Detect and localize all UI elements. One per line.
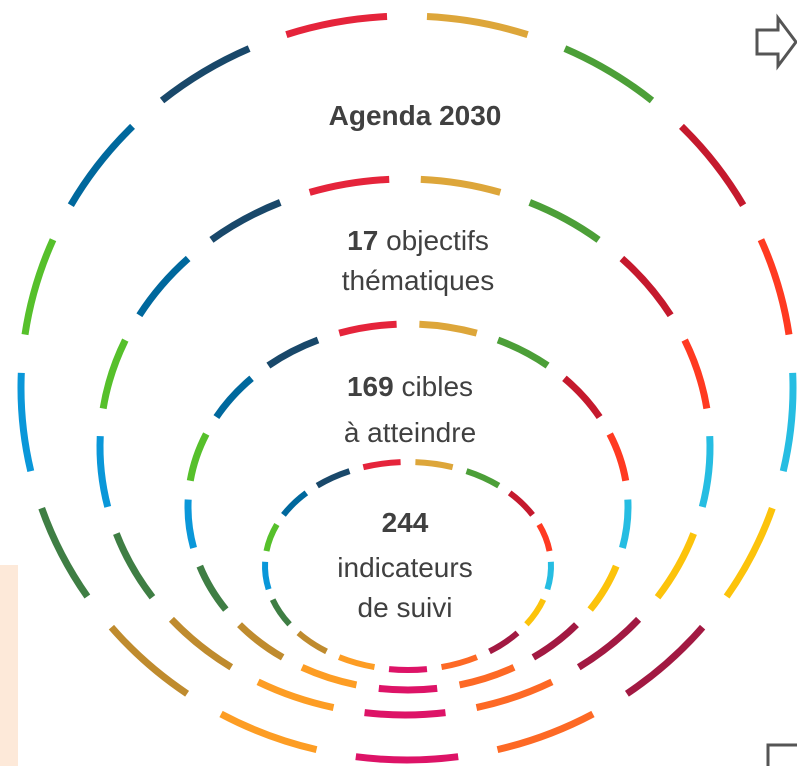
- ring-dash: [415, 459, 454, 471]
- ring-dash: [209, 199, 282, 243]
- ring-dash: [364, 709, 446, 719]
- ring-dash: [17, 372, 35, 472]
- ring-label: à atteindre: [344, 417, 476, 448]
- ring-dash: [475, 678, 554, 711]
- ring-dash: [426, 13, 529, 38]
- ring-dash: [531, 622, 579, 661]
- title: Agenda 2030: [329, 100, 502, 131]
- ring-dash: [21, 238, 57, 336]
- ring-dash: [528, 199, 601, 243]
- ring-dash: [108, 624, 190, 697]
- ring-dash: [96, 435, 112, 508]
- ring-dash: [337, 654, 376, 671]
- ring-dash: [465, 468, 501, 489]
- ring-dash: [654, 532, 697, 600]
- ring-dash: [496, 336, 550, 369]
- ring-dash: [619, 255, 674, 318]
- ring-dash: [355, 753, 459, 764]
- label: objectifs: [386, 225, 489, 256]
- ring-dash: [113, 532, 156, 600]
- ring-dash: [723, 507, 776, 599]
- ring-dash: [536, 522, 553, 552]
- ring-dash: [524, 598, 547, 627]
- ring-dash: [606, 432, 630, 482]
- arrow-icon: [755, 13, 797, 71]
- ring-dash: [681, 338, 711, 410]
- ring-dash: [196, 564, 229, 612]
- ring-dash: [136, 255, 191, 318]
- ring-dash: [757, 238, 793, 336]
- ring-dash: [285, 13, 388, 38]
- ring-label: de suivi: [358, 592, 453, 623]
- ring-dash: [488, 630, 520, 655]
- ring-dash: [269, 598, 292, 627]
- ring-dash: [266, 336, 320, 369]
- ring-dash: [300, 664, 358, 689]
- side-box: [0, 565, 18, 766]
- number: 169: [347, 371, 394, 402]
- ring-dash: [562, 375, 603, 420]
- ring-label: indicateurs: [337, 552, 472, 583]
- ring-dash: [159, 45, 251, 104]
- ring-dash: [308, 175, 390, 196]
- ring-dash: [496, 710, 595, 754]
- ring-dash: [99, 338, 129, 410]
- ring-dash: [213, 375, 254, 420]
- number: 244: [382, 507, 429, 538]
- ring-dash: [67, 123, 135, 207]
- arrow-icon: [766, 743, 797, 766]
- ring-dash: [256, 678, 335, 711]
- ring-dash: [338, 320, 397, 337]
- ring-dash: [419, 320, 478, 337]
- ring-dash: [388, 666, 428, 673]
- ring-dash: [507, 490, 535, 517]
- ring-dash: [679, 123, 747, 207]
- ring-dash: [237, 622, 285, 661]
- ring-dash: [587, 564, 620, 612]
- ring-dash: [458, 664, 516, 689]
- ring-dash: [544, 561, 554, 591]
- ring-dash: [296, 630, 328, 655]
- ring-dash: [281, 490, 309, 517]
- ring-label: thématiques: [342, 265, 495, 296]
- number: 17: [347, 225, 378, 256]
- ring-dash: [420, 175, 502, 196]
- ring-label: 17 objectifs: [347, 225, 489, 256]
- ring-dash: [362, 459, 401, 471]
- ring-dash: [219, 710, 318, 754]
- ring-dash: [263, 522, 280, 552]
- ring-dash: [698, 435, 714, 508]
- ring-dash: [262, 561, 272, 591]
- ring-dash: [186, 432, 210, 482]
- ring-dash: [624, 624, 706, 697]
- ring-dash: [563, 45, 655, 104]
- ring-dash: [779, 372, 797, 472]
- ring-dash: [378, 684, 438, 694]
- ring-dash: [315, 468, 351, 489]
- ring-dash: [576, 616, 642, 671]
- ring-dash: [184, 499, 197, 549]
- ring-dash: [168, 616, 234, 671]
- label: cibles: [401, 371, 473, 402]
- rings: [17, 13, 797, 764]
- ring-dash: [38, 507, 91, 599]
- ring-label: 169 cibles: [347, 371, 473, 402]
- ring-dash: [440, 654, 479, 671]
- ring-dash: [619, 499, 632, 549]
